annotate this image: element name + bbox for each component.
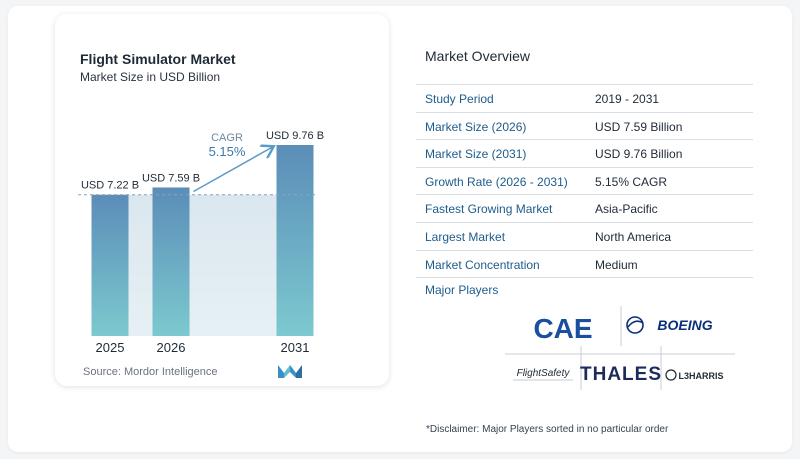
row-value: Medium [595, 257, 638, 272]
row-label: Market Size (2031) [425, 147, 527, 162]
major-players-logos: CAE BOEING FlightSafety THALES L3HARRIS [505, 306, 735, 390]
row-value: North America [595, 229, 672, 244]
chart-title: Flight Simulator Market [80, 51, 236, 67]
row-value: Asia-Pacific [595, 202, 658, 217]
source-text: Source: Mordor Intelligence [83, 366, 218, 378]
overview-row-largest-market: Largest Market North America [416, 223, 753, 251]
overview-row-market-size-2031: Market Size (2031) USD 9.76 Billion [416, 140, 753, 168]
overview-row-concentration: Market Concentration Medium [416, 251, 753, 279]
overview-table: Study Period 2019 - 2031 Market Size (20… [416, 84, 753, 279]
thales-logo: THALES [580, 364, 662, 385]
cae-logo: CAE [533, 313, 592, 344]
row-label: Fastest Growing Market [425, 202, 553, 217]
boeing-logo: BOEING [626, 316, 713, 334]
data-label-2031: USD 9.76 B [266, 130, 324, 142]
overview-row-growth-rate: Growth Rate (2026 - 2031) 5.15% CAGR [416, 168, 753, 196]
disclaimer: *Disclaimer: Major Players sorted in no … [426, 424, 669, 435]
row-label: Market Size (2026) [425, 119, 527, 134]
boeing-text: BOEING [657, 317, 712, 333]
mordor-intelligence-logo [278, 365, 302, 378]
growth-band [128, 194, 277, 336]
row-label: Study Period [425, 92, 494, 106]
flightsafety-logo: FlightSafety [517, 368, 571, 379]
cagr-arrow [193, 147, 273, 193]
x-tick-2025: 2025 [96, 340, 125, 355]
bar-2026 [152, 187, 190, 336]
x-tick-2031: 2031 [281, 340, 310, 355]
overview-title: Market Overview [425, 48, 531, 64]
l3harris-logo: L3HARRIS [665, 369, 724, 381]
row-label: Largest Market [425, 229, 506, 244]
cagr-label: CAGR [211, 132, 243, 144]
row-label: Growth Rate (2026 - 2031) [425, 174, 568, 189]
data-label-2026: USD 7.59 B [142, 172, 200, 184]
overview-row-fastest-growing: Fastest Growing Market Asia-Pacific [416, 195, 753, 223]
overview-row-study-period: Study Period 2019 - 2031 [416, 84, 753, 113]
row-label: Market Concentration [425, 257, 540, 272]
l3harris-text: L3HARRIS [678, 371, 723, 381]
overview-row-market-size-2026: Market Size (2026) USD 7.59 Billion [416, 113, 753, 141]
x-tick-2026: 2026 [157, 340, 186, 355]
data-label-2025: USD 7.22 B [81, 180, 139, 192]
chart-subtitle: Market Size in USD Billion [80, 70, 221, 84]
row-value: 2019 - 2031 [595, 92, 660, 106]
row-value: USD 9.76 Billion [595, 147, 683, 162]
row-value: USD 7.59 Billion [595, 119, 683, 134]
cagr-value: 5.15% [209, 144, 246, 159]
row-value: 5.15% CAGR [595, 174, 668, 189]
bar-2025 [91, 194, 129, 336]
bar-2031 [276, 145, 314, 336]
major-players-title: Major Players [425, 283, 499, 297]
